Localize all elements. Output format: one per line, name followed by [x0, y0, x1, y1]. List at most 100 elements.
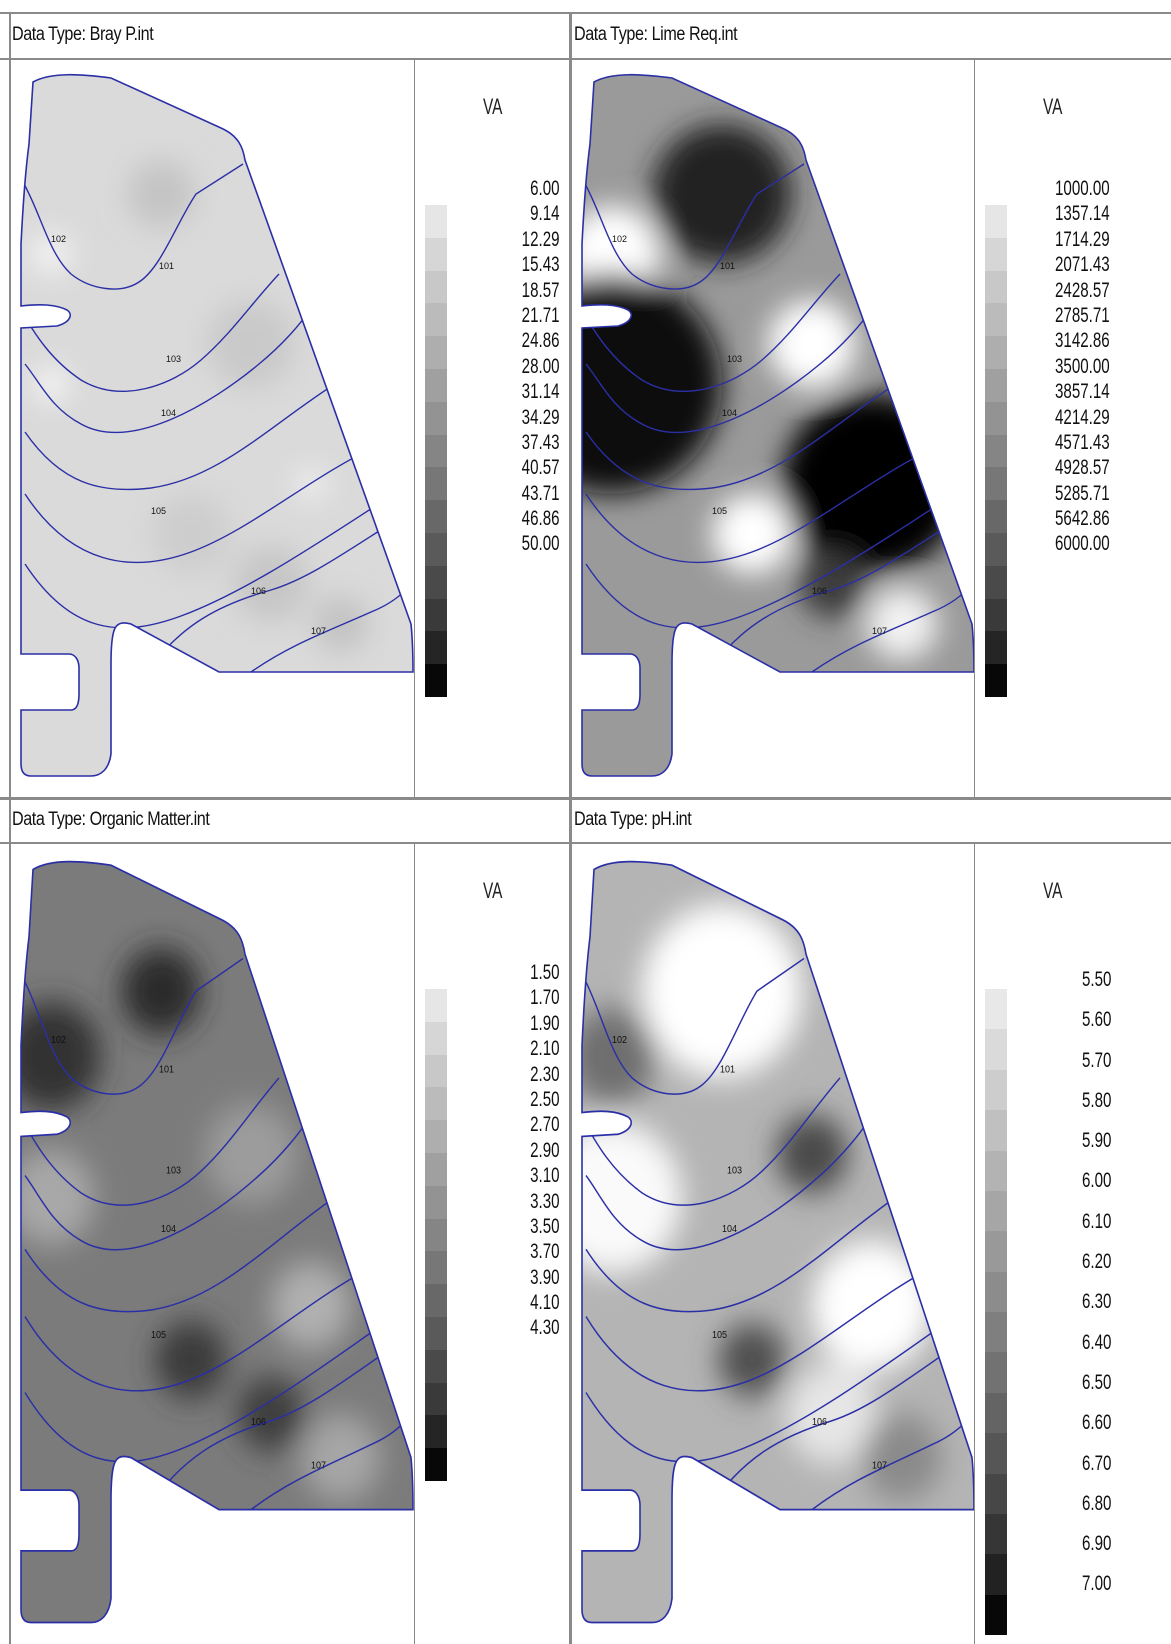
panel-title-organic-matter: Data Type: Organic Matter.int: [12, 809, 210, 830]
zone-boundary-line: [585, 307, 873, 434]
panel-title-lime: Data Type: Lime Req.int: [574, 24, 738, 45]
value-patch: [582, 1121, 682, 1274]
legend-heading-bray: VA: [483, 94, 503, 119]
legend-swatch: [985, 270, 1007, 304]
legend-swatch: [425, 205, 447, 238]
legend-divider-br: [974, 844, 975, 1644]
legend-label: 2071.43: [1055, 253, 1110, 277]
legend-swatch: [425, 237, 447, 271]
zone-boundary-line: [707, 513, 968, 673]
value-patch: [718, 1323, 786, 1397]
legend-swatch: [985, 205, 1007, 238]
value-patch: [237, 1377, 305, 1452]
legend-label: 4571.43: [1055, 430, 1110, 454]
legend-swatch: [425, 270, 447, 304]
legend-label: 1.90: [530, 1011, 560, 1035]
zone-label: 106: [251, 1416, 266, 1427]
value-patch: [652, 124, 792, 264]
legend-swatch: [985, 434, 1007, 468]
legend-swatch: [425, 467, 447, 501]
legend-label: 6.70: [1082, 1451, 1112, 1475]
legend-label: 2.50: [530, 1087, 560, 1111]
zone-label: 103: [727, 1164, 742, 1175]
legend-label: 6.60: [1082, 1411, 1112, 1435]
legend-label: 46.86: [521, 507, 560, 531]
zone-label: 101: [159, 1063, 174, 1074]
zone-boundary-line: [24, 307, 312, 434]
zone-boundary-line: [583, 1077, 841, 1206]
legend-label: 34.29: [521, 405, 560, 429]
zone-boundary-line: [146, 513, 407, 673]
legend-label: 15.43: [521, 253, 560, 277]
field-surface: [21, 74, 413, 777]
legend-label: 3.90: [530, 1265, 560, 1289]
legend-swatch: [985, 532, 1007, 566]
legend-swatch: [985, 500, 1007, 533]
zone-boundary-line: [24, 1261, 382, 1392]
legend-label: 3.30: [530, 1189, 560, 1213]
zone-label: 101: [720, 1063, 735, 1074]
legend-label: 50.00: [521, 532, 560, 556]
zone-boundary-line: [585, 1114, 873, 1251]
legend-swatch: [985, 1069, 1007, 1111]
zone-label: 107: [311, 626, 326, 636]
legend-label: 3142.86: [1055, 329, 1110, 353]
value-patch: [582, 274, 722, 494]
legend-label: 6.10: [1082, 1209, 1112, 1233]
legend-swatch: [985, 1594, 1007, 1635]
legend-swatch: [425, 631, 447, 665]
legend-label: 40.57: [521, 456, 560, 480]
value-patch: [712, 494, 792, 574]
legend-swatch: [425, 1316, 447, 1350]
zone-boundary-line: [24, 495, 392, 629]
value-patch: [301, 1414, 381, 1501]
legend-label: 12.29: [521, 227, 560, 251]
legend-swatch: [425, 1284, 447, 1317]
left-border: [9, 12, 11, 1644]
legend-label: 2.30: [530, 1062, 560, 1086]
panel-title-ph: Data Type: pH.int: [574, 809, 692, 830]
legend-swatch: [985, 1110, 1007, 1151]
zone-label: 102: [51, 234, 66, 244]
zone-boundary-line: [707, 1337, 968, 1511]
field-boundary: [581, 73, 974, 777]
legend-labels-lime: 1000.00 1357.14 1714.29 2071.43 2428.57 2785.…: [1055, 176, 1110, 557]
legend-label: 1357.14: [1055, 202, 1110, 226]
zone-boundary-line: [583, 163, 805, 290]
legend-swatch: [425, 500, 447, 533]
legend-swatch: [425, 303, 447, 337]
zone-boundary-line: [24, 1114, 312, 1251]
value-patch: [233, 546, 309, 622]
legend-label: 6.20: [1082, 1250, 1112, 1274]
zone-label: 106: [812, 586, 827, 596]
legend-swatch: [425, 1448, 447, 1481]
value-patch: [127, 160, 195, 228]
value-patch: [151, 494, 231, 574]
legend-swatch: [425, 1087, 447, 1121]
legend-label: 43.71: [521, 481, 560, 505]
legend-swatch: [425, 1054, 447, 1088]
legend-label: 3500.00: [1055, 354, 1110, 378]
legend-label: 2.70: [530, 1113, 560, 1137]
zone-label: 103: [166, 1164, 181, 1175]
zone-boundary-line: [585, 1318, 953, 1463]
legend-swatch: [425, 368, 447, 402]
legend-label: 5285.71: [1055, 481, 1110, 505]
zone-boundary-line: [24, 443, 382, 563]
zone-boundary-line: [583, 273, 841, 392]
legend-swatch: [985, 565, 1007, 599]
top-border: [0, 12, 1171, 14]
legend-swatch: [425, 565, 447, 599]
column-divider: [569, 12, 572, 1644]
legend-swatch: [985, 1473, 1007, 1514]
zone-label: 106: [812, 1416, 827, 1427]
legend-labels-organic-matter: 1.50 1.70 1.90 2.10 2.30 2.50 2.70 2.90 3.10 3.30…: [512, 960, 560, 1341]
legend-label: 5.60: [1082, 1008, 1112, 1032]
title-divider-top: [0, 58, 1171, 60]
legend-swatch: [985, 1392, 1007, 1434]
value-patch: [862, 1414, 942, 1501]
zone-boundary-line: [24, 1192, 342, 1313]
zone-label: 105: [712, 1329, 727, 1340]
legend-labels-bray: 6.00 9.14 12.29 15.43 18.57 21.71 24.86 28.00 31…: [512, 176, 560, 557]
legend-swatch: [985, 1513, 1007, 1555]
